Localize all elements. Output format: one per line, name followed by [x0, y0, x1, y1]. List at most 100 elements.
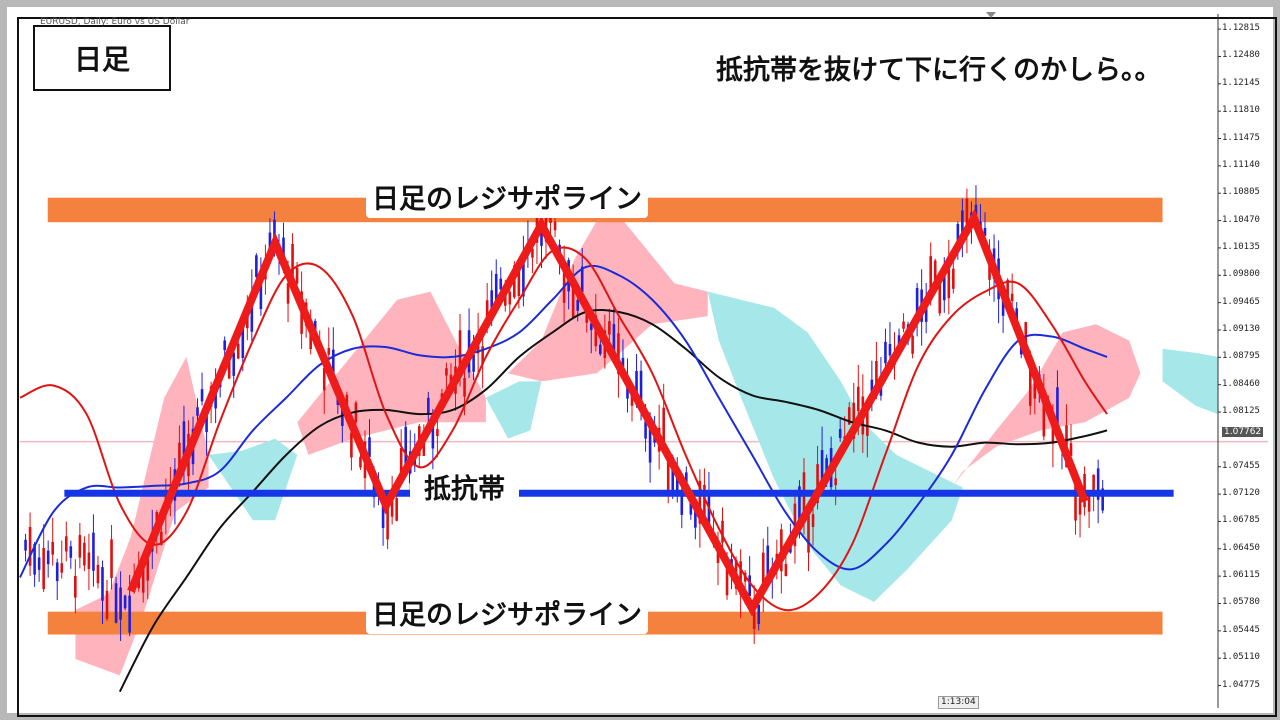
candle-body — [757, 604, 761, 625]
candle-body — [295, 267, 299, 284]
candle-body — [666, 456, 670, 492]
chart-border — [17, 17, 1277, 717]
candle-body — [322, 367, 326, 391]
y-tick-label: 1.11810 — [1222, 105, 1260, 116]
candle — [838, 417, 842, 442]
candle — [852, 382, 856, 453]
candle — [105, 580, 109, 622]
candle-body — [83, 542, 86, 566]
candle-body — [232, 352, 236, 376]
candle-body — [1078, 498, 1082, 515]
candle — [331, 327, 335, 378]
candle-body — [866, 410, 869, 436]
shift-marker-icon[interactable] — [986, 12, 996, 18]
y-tick-label: 1.08795 — [1222, 351, 1260, 362]
candle — [87, 533, 91, 591]
y-tick-label: 1.06450 — [1222, 542, 1260, 553]
candle-body — [689, 502, 693, 515]
candle — [110, 524, 113, 590]
candle — [55, 558, 59, 601]
candle-body — [431, 418, 435, 449]
candle-body — [694, 504, 697, 528]
candle — [911, 334, 914, 359]
candle-body — [915, 287, 919, 314]
candle-body — [494, 273, 498, 306]
candle — [608, 308, 611, 345]
candle-body — [395, 498, 398, 521]
candle-body — [350, 432, 353, 458]
candle — [69, 540, 73, 569]
cloud-bullish — [75, 356, 209, 676]
candle-body — [128, 595, 131, 633]
candle — [888, 322, 892, 362]
candle — [33, 542, 36, 587]
candle-body — [580, 266, 584, 293]
candle — [884, 328, 887, 373]
candle — [834, 464, 837, 506]
price-axis — [1217, 14, 1221, 708]
candle — [1078, 493, 1082, 538]
ma-long-line — [118, 308, 1108, 693]
candle-body — [942, 269, 946, 301]
candle-body — [870, 379, 874, 395]
candle-body — [69, 546, 73, 558]
candle-body — [807, 511, 810, 553]
candle-body — [1028, 363, 1032, 406]
zigzag-pattern — [127, 208, 1089, 617]
candle-body — [1096, 468, 1100, 500]
candle-body — [78, 535, 82, 558]
candle-body — [227, 353, 231, 379]
candle — [1087, 492, 1091, 529]
candle-body — [368, 437, 371, 457]
candle-body — [404, 426, 408, 468]
candle-body — [1033, 376, 1037, 399]
candle-body — [110, 539, 113, 578]
y-tick-label: 1.10135 — [1222, 241, 1260, 252]
candle — [37, 543, 41, 582]
candle-body — [553, 221, 557, 231]
ma-mid-line — [19, 264, 1108, 578]
candle-body — [956, 223, 960, 249]
candle-body — [241, 320, 245, 358]
candle — [101, 560, 104, 625]
candle-body — [92, 532, 95, 571]
candle-body — [74, 575, 77, 598]
candle — [947, 239, 951, 315]
candle-body — [856, 386, 860, 412]
moving-averages — [19, 246, 1108, 693]
candle-body — [698, 480, 702, 524]
y-tick-label: 1.12145 — [1222, 77, 1260, 88]
candle-body — [748, 575, 751, 596]
candle — [205, 413, 208, 456]
ma-short-line — [19, 246, 1108, 612]
cloud-bearish — [208, 438, 298, 521]
candle-body — [784, 563, 788, 577]
candle — [119, 571, 122, 641]
y-tick-label: 1.08460 — [1222, 378, 1260, 389]
candle-body — [28, 526, 32, 566]
candle-body — [811, 514, 815, 528]
candle-body — [544, 202, 548, 242]
y-tick-label: 1.06115 — [1222, 570, 1260, 581]
candle — [915, 283, 919, 337]
candle-body — [988, 263, 991, 280]
candle-body — [644, 421, 647, 439]
candle-body — [961, 210, 964, 240]
candle-body — [196, 407, 199, 416]
candle-body — [571, 280, 575, 318]
candle-body — [639, 370, 643, 407]
candle — [571, 264, 575, 318]
candle — [46, 540, 50, 578]
candle-body — [236, 343, 240, 359]
candle-body — [123, 595, 127, 609]
candle — [983, 212, 987, 239]
candle-timer: 1:13:04 — [938, 696, 979, 709]
candle-body — [1087, 494, 1091, 512]
candle — [752, 585, 756, 644]
candle-body — [897, 335, 901, 345]
cloud-bearish — [1162, 348, 1218, 415]
candle-body — [42, 548, 45, 590]
candle-body — [685, 472, 688, 488]
chart-comment: 抵抗帯を抜けて下に行くのかしら。。 — [716, 55, 1162, 86]
